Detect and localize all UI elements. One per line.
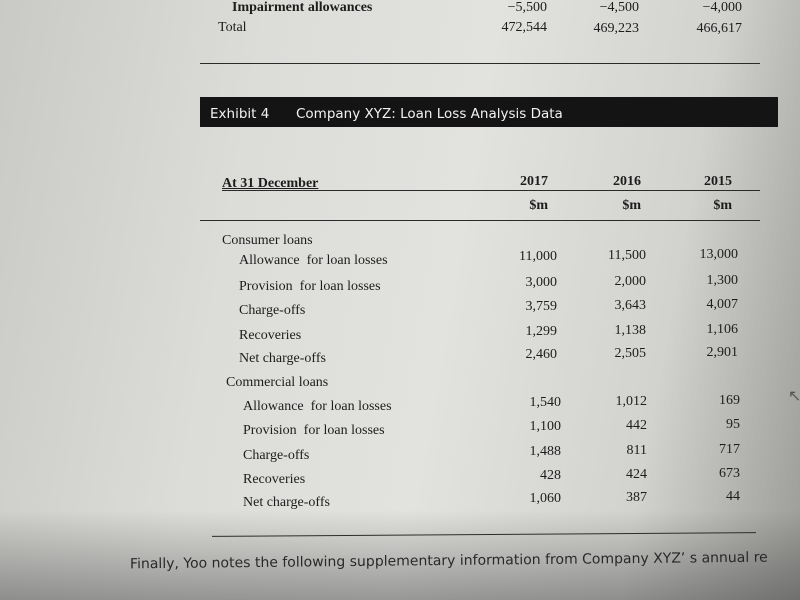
value-cell-2015: 169 <box>719 393 740 408</box>
value-cell-2017: 428 <box>540 468 561 483</box>
value-cell-2016: 2,505 <box>614 346 647 361</box>
total-2017: 472,544 <box>501 20 548 35</box>
row-label: Net charge-offs <box>243 495 330 510</box>
exhibit-title: Company XYZ: Loan Loss Analysis Data <box>296 106 563 122</box>
row-label: Allowance for loan losses <box>243 399 392 414</box>
total-label: Total <box>218 20 247 35</box>
impairment-2015: −4,000 <box>702 0 742 15</box>
row-label: Allowance for loan losses <box>239 253 388 268</box>
year-2017: 2017 <box>520 174 548 189</box>
row-label: Recoveries <box>243 472 306 487</box>
total-2015: 466,617 <box>696 21 743 36</box>
value-cell-2015: 717 <box>719 442 740 457</box>
value-cell-2015: 673 <box>719 466 740 481</box>
value-cell-2016: 2,000 <box>614 274 647 289</box>
row-label: Net charge-offs <box>239 351 326 366</box>
header-rule <box>222 190 760 191</box>
row-label: Recoveries <box>239 328 302 343</box>
impairment-2016: −4,500 <box>599 0 639 15</box>
table-bottom-rule <box>212 532 756 537</box>
value-cell-2016: 1,012 <box>615 394 648 409</box>
value-cell-2017: 2,460 <box>525 347 558 362</box>
value-cell-2015: 4,007 <box>706 297 739 312</box>
value-cell-2016: 442 <box>626 418 647 433</box>
value-cell-2017: 3,759 <box>525 299 558 314</box>
year-2015: 2015 <box>704 174 732 189</box>
value-cell-2017: 1,299 <box>525 324 558 339</box>
value-cell-2017: 1,060 <box>529 491 562 506</box>
value-cell-2017: 3,000 <box>525 275 558 290</box>
value-cell-2015: 13,000 <box>699 247 739 262</box>
unit-2015: $m <box>713 198 732 213</box>
value-cell-2015: 1,300 <box>706 273 739 288</box>
unit-2016: $m <box>622 198 641 213</box>
value-cell-2017: 1,100 <box>529 419 562 434</box>
row-label: Provision for loan losses <box>243 423 385 438</box>
value-cell-2015: 44 <box>726 489 740 504</box>
section-heading: Consumer loans <box>222 233 313 248</box>
exhibit-number: Exhibit 4 <box>210 106 270 122</box>
row-label: Charge-offs <box>239 303 306 318</box>
value-cell-2015: 95 <box>726 417 740 432</box>
unit-rule <box>200 220 760 221</box>
value-cell-2017: 11,000 <box>519 249 557 264</box>
total-2016: 469,223 <box>593 21 640 36</box>
value-cell-2016: 424 <box>626 467 647 482</box>
value-cell-2016: 387 <box>626 490 647 505</box>
divider <box>200 63 760 64</box>
year-2016: 2016 <box>613 174 641 189</box>
value-cell-2017: 1,540 <box>529 395 562 410</box>
value-cell-2016: 811 <box>626 443 647 458</box>
impairment-label: Impairment allowances <box>232 0 373 15</box>
header-label: At 31 December <box>222 176 319 191</box>
value-cell-2016: 11,500 <box>608 248 646 263</box>
unit-2017: $m <box>529 198 548 213</box>
value-cell-2016: 3,643 <box>614 298 647 313</box>
value-cell-2015: 2,901 <box>706 345 739 360</box>
body-paragraph: Finally, Yoo notes the following supplem… <box>129 549 768 573</box>
impairment-2017: −5,500 <box>507 0 547 15</box>
value-cell-2015: 1,106 <box>706 322 739 337</box>
exhibit-banner: Exhibit 4 Company XYZ: Loan Loss Analysi… <box>200 97 778 127</box>
row-label: Charge-offs <box>243 448 310 463</box>
value-cell-2016: 1,138 <box>614 323 647 338</box>
row-label: Provision for loan losses <box>239 279 381 294</box>
section-heading: Commercial loans <box>226 375 329 390</box>
mouse-cursor-icon: ↖ <box>788 386 800 405</box>
value-cell-2017: 1,488 <box>529 444 562 459</box>
